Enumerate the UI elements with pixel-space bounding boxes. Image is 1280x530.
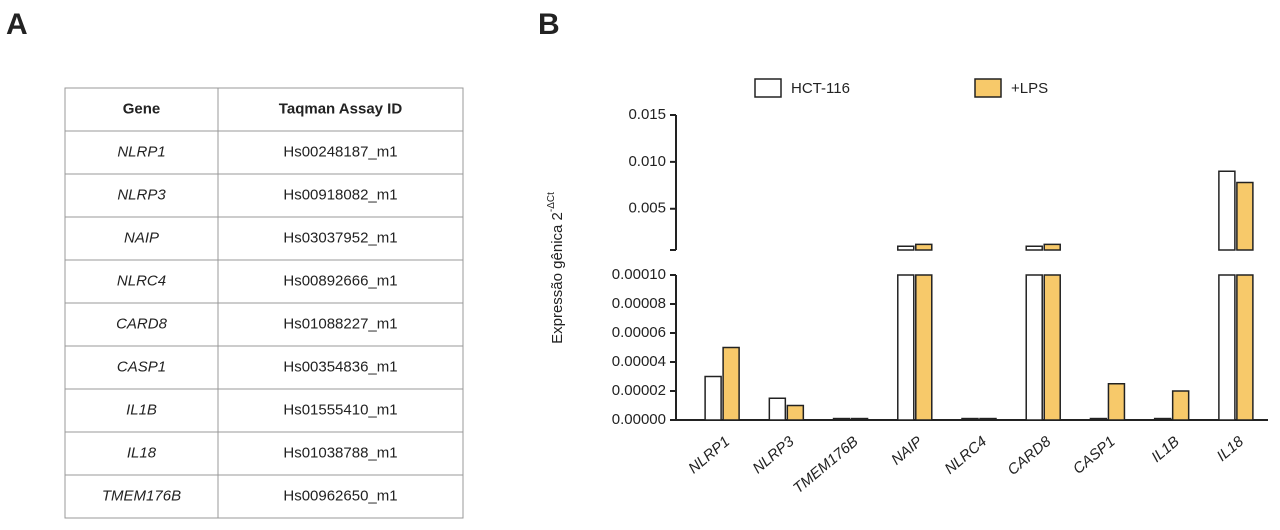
- table-cell: Hs01038788_m1: [283, 444, 397, 461]
- table-cell: Hs00248187_m1: [283, 143, 397, 160]
- bar: [979, 417, 997, 421]
- bar-upper: [897, 245, 915, 251]
- bar: [1089, 417, 1108, 421]
- table: Gene Taqman Assay ID NLRP1 Hs00248187_m1 NLR…: [64, 87, 464, 519]
- table-cell: Hs00354836_m1: [283, 358, 397, 375]
- bar-upper: [1218, 170, 1236, 251]
- legend-label: +LPS: [1011, 80, 1048, 97]
- table-cell: TMEM176B: [102, 487, 181, 504]
- y-tick-label: 0.00000: [612, 411, 666, 428]
- bar: [704, 375, 722, 421]
- bar: [1025, 274, 1043, 421]
- legend-label: HCT-116: [791, 80, 850, 97]
- table-header: Taqman Assay ID: [279, 100, 403, 117]
- table-cell: IL1B: [126, 401, 157, 418]
- x-tick-label: NLRP3: [749, 433, 797, 478]
- y-tick-label: 0.00002: [612, 382, 666, 399]
- bar: [832, 417, 851, 421]
- table-cell: CARD8: [116, 315, 168, 332]
- bar: [1043, 274, 1061, 421]
- bar: [915, 274, 933, 421]
- bar-upper: [1043, 243, 1061, 251]
- x-tick-label: NLRP1: [685, 433, 733, 477]
- bar: [850, 417, 869, 421]
- bar-upper: [1025, 245, 1043, 251]
- bar: [1218, 274, 1236, 421]
- bar: [1171, 390, 1190, 421]
- bar-upper: [1236, 181, 1254, 251]
- y-tick-label: 0.005: [628, 200, 666, 217]
- table-cell: Hs03037952_m1: [283, 229, 397, 246]
- bar: [768, 397, 787, 421]
- bar: [1236, 274, 1254, 421]
- x-tick-label: TMEM176B: [790, 433, 862, 497]
- bar: [786, 404, 805, 421]
- bar: [1107, 383, 1126, 421]
- x-tick-label: NAIP: [888, 433, 926, 469]
- table-cell: Hs00892666_m1: [283, 272, 397, 289]
- table-cell: Hs01088227_m1: [283, 315, 397, 332]
- bar: [961, 417, 979, 421]
- y-tick-label: 0.00008: [612, 295, 666, 312]
- table-cell: IL18: [127, 444, 157, 461]
- y-tick-label: 0.00010: [612, 266, 666, 283]
- bar: [722, 346, 740, 421]
- panel-label: A: [6, 8, 28, 41]
- x-tick-label: CASP1: [1070, 433, 1119, 478]
- x-tick-label: IL18: [1214, 433, 1248, 465]
- y-label-sup: -ΔCt: [546, 192, 557, 212]
- table-cell: Hs01555410_m1: [283, 401, 397, 418]
- table-cell: NAIP: [124, 229, 159, 246]
- x-tick-label: IL1B: [1148, 433, 1183, 466]
- legend-swatch: [974, 78, 1002, 98]
- y-tick-label: 0.010: [628, 153, 666, 170]
- table-cell: Hs00962650_m1: [283, 487, 397, 504]
- chart: Expressão gênica 2-ΔCt 0.00000 0.00002 0.0…: [546, 78, 1268, 497]
- y-tick-label: 0.00006: [612, 324, 666, 341]
- panel-label: B: [538, 8, 560, 41]
- table-cell: NLRC4: [117, 272, 166, 289]
- table-header: Gene: [123, 100, 161, 117]
- y-axis-label: Expressão gênica 2-ΔCt: [546, 192, 566, 344]
- y-label-text: Expressão gênica 2: [549, 212, 566, 344]
- table-cell: Hs00918082_m1: [283, 186, 397, 203]
- table-cell: NLRP1: [117, 143, 165, 160]
- y-tick-label: 0.015: [628, 106, 666, 123]
- x-tick-label: NLRC4: [942, 433, 991, 478]
- table-cell: NLRP3: [117, 186, 166, 203]
- bar-upper: [915, 243, 933, 251]
- legend-swatch: [754, 78, 782, 98]
- x-tick-label: CARD8: [1004, 433, 1054, 479]
- bar: [897, 274, 915, 421]
- table-cell: CASP1: [117, 358, 166, 375]
- y-tick-label: 0.00004: [612, 353, 666, 370]
- bar: [1153, 417, 1172, 421]
